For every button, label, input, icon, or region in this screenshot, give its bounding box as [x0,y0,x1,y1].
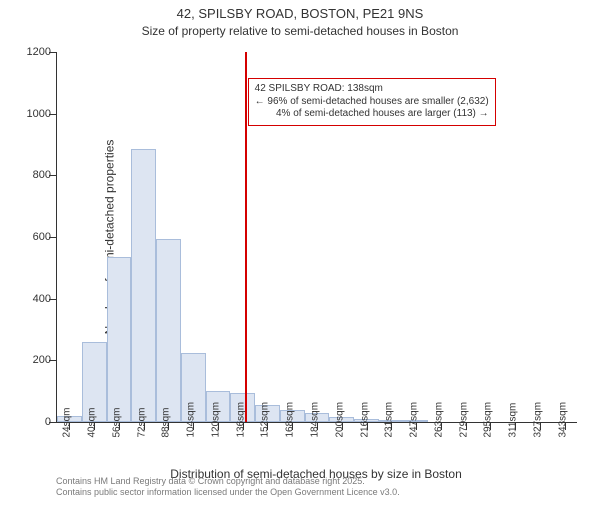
y-tick-label: 600 [21,231,51,243]
page-subtitle: Size of property relative to semi-detach… [0,24,600,38]
y-tick-label: 1200 [21,46,51,58]
y-tick-label: 800 [21,169,51,181]
callout-line: ← 96% of semi-detached houses are smalle… [255,96,489,109]
histogram-bar [156,239,181,422]
plot-region: 02004006008001000120024sqm40sqm56sqm72sq… [56,52,577,423]
y-tick-label: 400 [21,293,51,305]
histogram-bar [107,257,132,422]
callout-line: 4% of semi-detached houses are larger (1… [255,108,489,121]
y-tick-label: 0 [21,416,51,428]
callout-box: 42 SPILSBY ROAD: 138sqm← 96% of semi-det… [248,78,496,126]
callout-line: 42 SPILSBY ROAD: 138sqm [255,83,489,96]
histogram-bar [131,149,156,422]
footer-attribution: Contains HM Land Registry data © Crown c… [56,476,400,498]
chart-area: Number of semi-detached properties 02004… [56,52,576,422]
page-title: 42, SPILSBY ROAD, BOSTON, PE21 9NS [0,6,600,23]
y-tick-label: 1000 [21,108,51,120]
y-tick-label: 200 [21,354,51,366]
footer-line1: Contains HM Land Registry data © Crown c… [56,476,400,487]
footer-line2: Contains public sector information licen… [56,487,400,498]
